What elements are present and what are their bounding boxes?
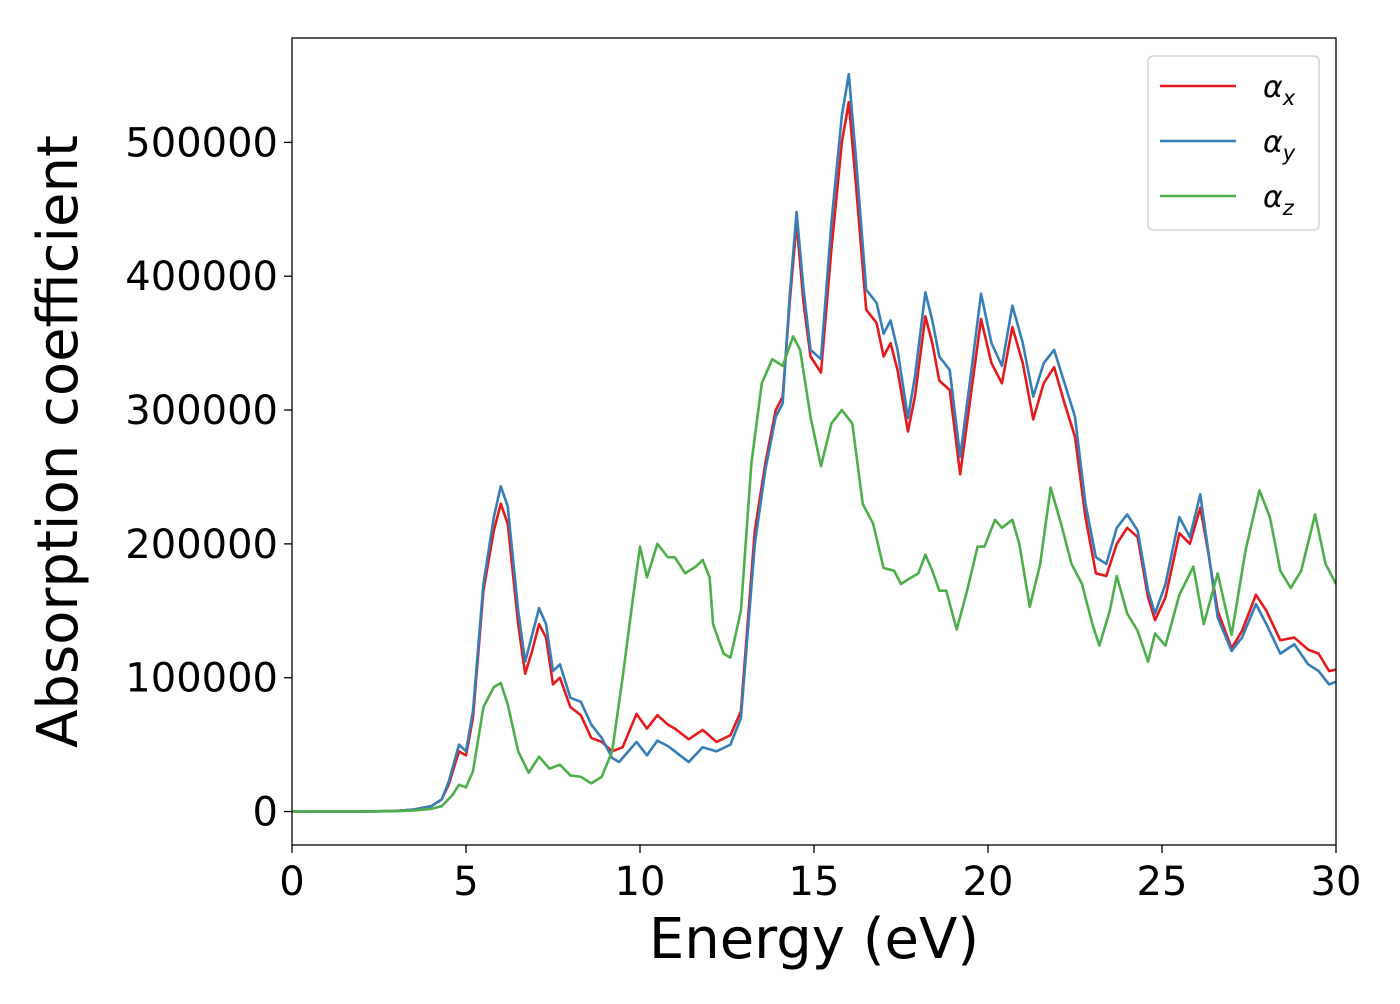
- x-tick-label: 10: [615, 859, 666, 905]
- y-tick-label: 0: [253, 790, 278, 836]
- y-tick-label: 100000: [125, 656, 278, 702]
- y-tick-label: 500000: [125, 120, 278, 166]
- x-axis-title: Energy (eV): [649, 907, 979, 972]
- x-tick-label: 0: [279, 859, 304, 905]
- x-tick-label: 5: [453, 859, 478, 905]
- y-axis-title: Absorption coefficient: [26, 135, 91, 748]
- y-axis: 0 100000 200000 300000 400000 500000: [125, 120, 292, 836]
- legend-subscript: y: [1282, 141, 1296, 165]
- y-tick-label: 300000: [125, 388, 278, 434]
- series-line-z: [292, 335, 1336, 813]
- x-tick-label: 15: [789, 859, 840, 905]
- x-tick-label: 25: [1137, 859, 1188, 905]
- x-tick-label: 20: [963, 859, 1014, 905]
- plot-lines: [292, 72, 1336, 813]
- legend-box: [1147, 55, 1320, 231]
- legend-subscript: x: [1282, 86, 1296, 110]
- series-line-y: [292, 72, 1336, 813]
- x-axis: 0 5 10 15 20 25 30: [279, 845, 1361, 905]
- y-tick-label: 400000: [125, 254, 278, 300]
- y-tick-label: 200000: [125, 522, 278, 568]
- x-tick-label: 30: [1311, 859, 1362, 905]
- legend-subscript: z: [1282, 196, 1295, 220]
- series-line-x: [292, 100, 1336, 813]
